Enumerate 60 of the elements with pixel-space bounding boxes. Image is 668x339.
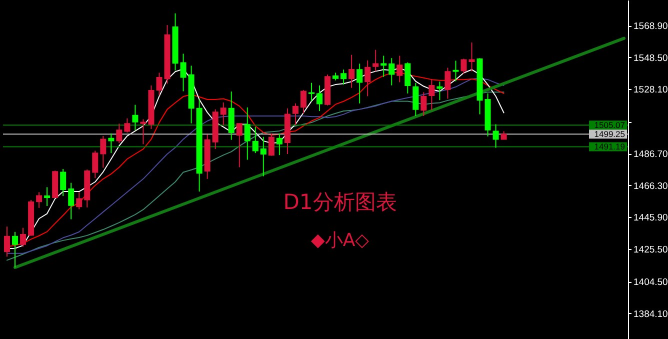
candlestick: [268, 132, 274, 156]
candlestick: [220, 102, 226, 126]
candlestick: [292, 102, 298, 126]
candlestick: [380, 55, 387, 78]
y-tick-label: 1466.30: [634, 180, 668, 192]
candlestick: [340, 69, 347, 86]
y-tick-label: 1445.90: [634, 212, 668, 224]
candlestick: [364, 60, 371, 97]
candlestick: [468, 42, 475, 72]
candlestick: [116, 123, 122, 144]
candlestick: [68, 182, 74, 220]
candlestick: [388, 58, 395, 86]
candlestick: [4, 226, 10, 258]
candlestick: [92, 150, 98, 179]
candlestick: [124, 118, 130, 134]
candlestick: [140, 118, 146, 145]
candlestick: [356, 63, 363, 104]
y-tick-label: 1486.70: [634, 149, 668, 160]
candlestick: [276, 132, 282, 156]
ref-line-label: 1491.19: [594, 142, 626, 152]
candlestick: [460, 58, 467, 74]
candlestick: [308, 82, 314, 102]
annotation: D1分析图表: [283, 190, 397, 214]
y-tick-label: 1384.10: [634, 308, 668, 320]
y-tick-label: 1404.50: [634, 277, 668, 288]
y-tick-label: 1425.50: [634, 244, 668, 256]
candlestick: [444, 67, 451, 100]
ref-line-label: 1499.25: [594, 129, 626, 140]
candlestick: [236, 122, 242, 168]
candlestick: [412, 82, 419, 117]
candlestick: [76, 192, 82, 210]
y-tick-label: 1548.50: [634, 52, 668, 64]
candlestick: [60, 168, 66, 197]
candlestick: [396, 55, 403, 83]
candlestick: [492, 124, 499, 148]
candlestick: [108, 132, 114, 154]
candlestick: [100, 135, 106, 168]
candlestick: [180, 53, 186, 92]
candlestick: [436, 81, 443, 101]
candlestick: [156, 72, 162, 96]
y-tick-label: 1568.90: [634, 21, 668, 32]
candlestick: [404, 62, 411, 94]
candlestick: [372, 49, 379, 72]
candlestick: [36, 192, 42, 208]
candlestick: [316, 84, 323, 112]
y-tick-label: 1528.10: [634, 84, 668, 96]
candlestick: [260, 136, 266, 177]
candlestick: [20, 227, 26, 248]
candlestick: [348, 54, 355, 88]
candlestick: [428, 78, 435, 111]
candlestick: [300, 90, 306, 114]
candlestick: [244, 106, 250, 160]
candlestick: [44, 186, 50, 207]
candlestick: [252, 126, 258, 154]
candlestick: [452, 60, 459, 82]
candlestick: [420, 92, 427, 117]
annotation: ◆小A◇: [311, 230, 370, 251]
candlestick: [132, 104, 138, 131]
ref-line-label: 1505.07: [594, 120, 626, 130]
candlestick: [12, 231, 18, 268]
